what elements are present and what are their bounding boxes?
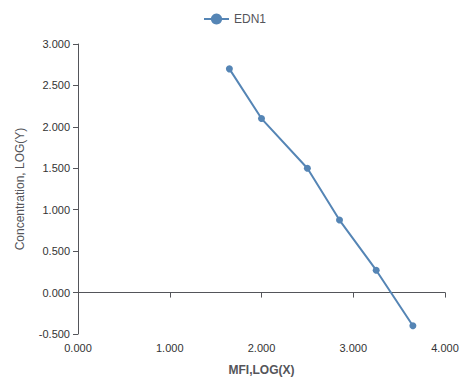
svg-text:0.500: 0.500 [42,245,70,257]
svg-text:1.500: 1.500 [42,162,70,174]
svg-text:0.000: 0.000 [42,287,70,299]
svg-text:2.000: 2.000 [248,342,276,354]
svg-text:1.000: 1.000 [156,342,184,354]
svg-text:1.000: 1.000 [42,204,70,216]
svg-text:2.500: 2.500 [42,79,70,91]
svg-text:2.000: 2.000 [42,121,70,133]
svg-text:MFI,LOG(X): MFI,LOG(X) [229,363,295,377]
svg-text:EDN1: EDN1 [234,12,266,26]
svg-text:3.000: 3.000 [42,38,70,50]
svg-text:-0.500: -0.500 [39,328,70,340]
svg-text:0.000: 0.000 [64,342,92,354]
svg-text:3.000: 3.000 [339,342,367,354]
svg-text:4.000: 4.000 [431,342,459,354]
svg-text:Concentration, LOG(Y): Concentration, LOG(Y) [13,128,27,251]
